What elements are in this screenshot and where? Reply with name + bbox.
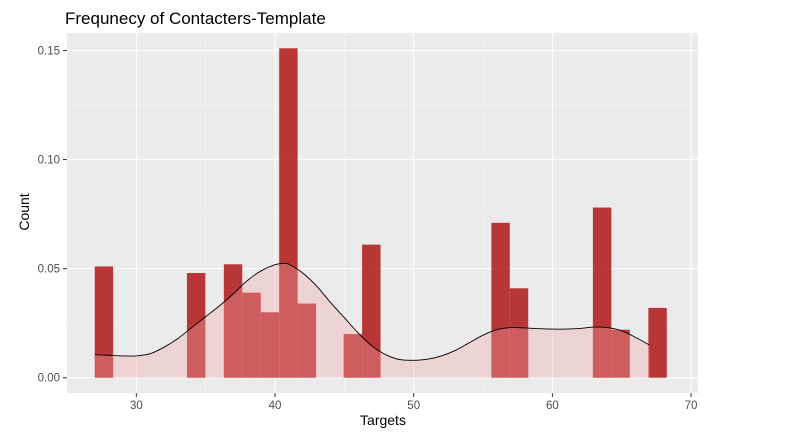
y-axis-title: Count — [16, 193, 32, 230]
x-tick-label: 30 — [130, 400, 143, 412]
x-tick-label: 50 — [407, 400, 420, 412]
x-tick-label: 60 — [546, 400, 559, 412]
histogram-bar — [648, 307, 667, 378]
histogram-bar — [279, 48, 298, 378]
panel-background — [67, 33, 698, 393]
histogram-bar — [223, 264, 243, 378]
y-tick-label: 0.05 — [38, 264, 60, 276]
y-tick-label: 0.15 — [38, 45, 60, 57]
histogram-bar — [242, 292, 261, 378]
plot-panel — [67, 33, 698, 393]
histogram-bar — [362, 244, 381, 378]
histogram-bar — [186, 273, 206, 378]
histogram-bar — [260, 312, 280, 378]
histogram-bar — [592, 207, 612, 378]
histogram-bar — [297, 303, 317, 378]
histogram-bar — [509, 288, 529, 378]
histogram-bar — [611, 329, 630, 378]
histogram-bar — [491, 222, 510, 378]
density-area — [94, 263, 650, 378]
axes: 30 40 50 60 70 0.00 0.05 0.10 0.15 — [38, 45, 698, 412]
density-line — [94, 262, 650, 361]
x-tick-label: 70 — [685, 400, 698, 412]
histogram-bar — [94, 266, 114, 378]
histogram-bars — [94, 48, 667, 378]
density-curve-group — [94, 262, 650, 378]
histogram-bar — [343, 334, 363, 378]
grid-lines — [66, 33, 698, 393]
x-tick-label: 40 — [269, 400, 282, 412]
y-tick-label: 0.10 — [38, 155, 60, 167]
x-axis-title: Targets — [360, 412, 406, 428]
y-tick-label: 0.00 — [38, 373, 60, 385]
chart-title: Frequnecy of Contacters-Template — [65, 9, 326, 28]
